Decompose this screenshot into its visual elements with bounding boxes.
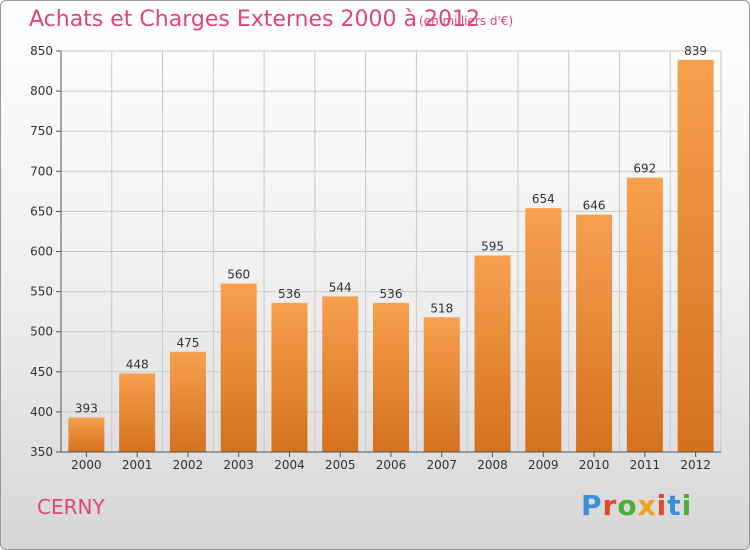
y-tick-label: 450 [30,365,53,379]
logo-letter: r [602,489,618,522]
data-label: 560 [227,268,250,282]
x-tick-label: 2011 [630,458,661,472]
x-tick-label: 2007 [426,458,457,472]
bar [119,373,156,452]
x-tick-label: 2000 [71,458,102,472]
bar [677,59,714,453]
bar [626,177,663,452]
y-tick-label: 800 [30,84,53,98]
bar [373,302,409,452]
y-tick-label: 350 [30,445,53,459]
logo-letter: t [667,489,682,522]
bar [322,296,359,452]
y-tick-label: 400 [30,405,53,419]
y-tick-label: 850 [30,44,53,58]
x-tick-label: 2009 [528,458,559,472]
data-label: 518 [430,301,453,315]
chart-unit: (en milliers d'€) [419,14,514,28]
y-tick-label: 550 [30,285,53,299]
data-label: 544 [329,280,352,294]
x-tick-label: 2012 [680,458,711,472]
x-tick-label: 2006 [376,458,407,472]
data-label: 839 [684,44,707,58]
y-tick-label: 700 [30,164,53,178]
data-label: 475 [176,336,199,350]
data-label: 654 [532,192,555,206]
y-tick-label: 750 [30,124,53,138]
data-label: 393 [75,402,98,416]
x-tick-label: 2008 [477,458,508,472]
bar [169,351,206,452]
x-tick-label: 2004 [274,458,305,472]
x-tick-label: 2001 [122,458,153,472]
bar [525,208,562,452]
data-label: 536 [278,287,301,301]
axis-layer: 350 400 450 500 550 600 650 700 750 800 850 2000 200… [30,44,721,472]
logo-letter: o [617,489,638,522]
data-label: 448 [126,357,149,371]
bar [474,255,511,452]
bar-layer: 393 448 475 560 536 544 536 518 595 654 646 692 839 [68,44,714,453]
data-label: 595 [481,240,504,254]
logo-letter: x [637,489,657,522]
bar [271,302,308,452]
city-label: CERNY [37,495,105,519]
y-tick-label: 650 [30,204,53,218]
chart-title: Achats et Charges Externes 2000 à 2012 [29,7,480,32]
proxiti-logo: Proxiti [581,489,692,522]
data-label: 646 [583,199,606,213]
logo-letter: P [581,489,603,522]
data-label: 536 [380,287,403,301]
logo-letter: i [681,489,693,522]
logo-letter: i [656,489,668,522]
bar [220,283,257,452]
x-tick-label: 2005 [325,458,356,472]
bar [68,417,105,452]
x-tick-label: 2002 [173,458,204,472]
y-tick-label: 500 [30,325,53,339]
bar [576,214,613,452]
bar [423,317,460,452]
data-label: 692 [633,162,656,176]
x-tick-label: 2010 [579,458,610,472]
y-tick-label: 600 [30,245,53,259]
x-tick-label: 2003 [223,458,254,472]
